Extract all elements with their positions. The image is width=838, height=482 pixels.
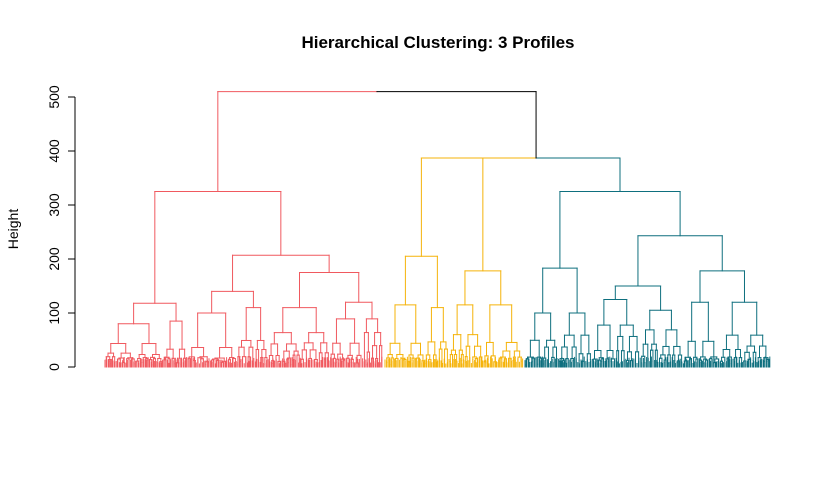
dendrogram-tree	[104, 91, 771, 368]
y-tick-label: 500	[46, 85, 62, 109]
y-axis: 0 100 200 300 400 500	[46, 85, 76, 371]
chart-title: Hierarchical Clustering: 3 Profiles	[301, 33, 574, 52]
y-tick-label: 100	[46, 301, 62, 325]
y-tick-label: 400	[46, 139, 62, 163]
y-tick-label: 200	[46, 247, 62, 271]
y-tick-label: 0	[46, 363, 62, 371]
y-axis-label: Height	[5, 209, 21, 250]
y-tick-label: 300	[46, 193, 62, 217]
